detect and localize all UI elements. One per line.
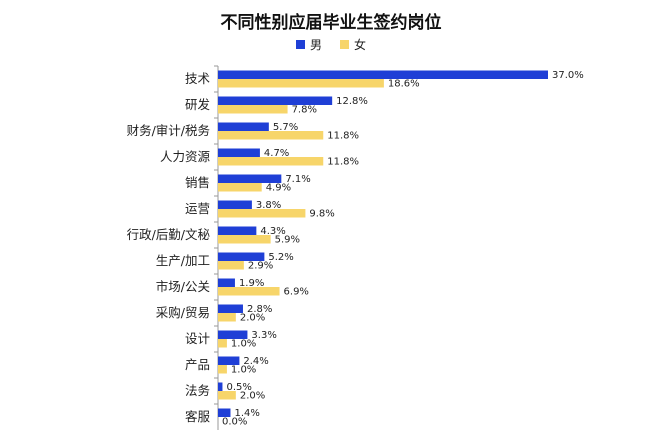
category-label: 财务/审计/税务 (127, 123, 210, 138)
category-label: 研发 (185, 97, 211, 112)
bar-female (218, 365, 227, 374)
category-label: 市场/公关 (156, 279, 210, 294)
bar-male (218, 278, 235, 287)
chart-title: 不同性别应届毕业生签约岗位 (220, 13, 442, 33)
data-label: 1.0% (231, 339, 256, 350)
bar-male (218, 174, 282, 183)
category-label: 采购/贸易 (156, 305, 210, 320)
bar-male (218, 356, 240, 365)
legend-item-male: 男 (295, 36, 322, 53)
bar-female (218, 391, 236, 400)
data-label: 3.3% (251, 330, 276, 341)
category-label: 法务 (185, 383, 210, 398)
bar-female (218, 79, 384, 88)
data-label: 6.9% (284, 287, 309, 298)
data-label: 3.8% (256, 200, 281, 211)
legend-swatch-female (340, 40, 349, 49)
data-label: 5.9% (275, 235, 300, 246)
data-label: 1.9% (239, 278, 264, 289)
category-label: 运营 (185, 201, 210, 216)
data-label: 1.4% (234, 408, 259, 419)
bar-male (218, 148, 260, 157)
data-label: 1.0% (231, 365, 256, 376)
data-label: 4.9% (266, 183, 291, 194)
category-label: 生产/加工 (156, 253, 210, 268)
data-label: 7.1% (285, 174, 310, 185)
data-label: 18.6% (388, 79, 420, 90)
legend-swatch-male (295, 40, 305, 49)
data-label: 11.8% (327, 131, 359, 142)
bar-female (218, 209, 306, 218)
data-label: 2.8% (247, 304, 272, 315)
bar-female (218, 105, 288, 114)
data-label: 11.8% (327, 157, 359, 168)
bar-female (218, 287, 280, 296)
bar-male (218, 226, 257, 235)
bar-female (218, 183, 262, 192)
category-label: 设计 (185, 331, 210, 346)
bar-female (218, 313, 236, 322)
data-label: 2.4% (243, 356, 268, 367)
bar-male (218, 70, 548, 79)
category-label: 销售 (185, 175, 210, 190)
bar-male (218, 96, 333, 105)
bar-female (218, 339, 227, 348)
bar-male (218, 408, 231, 417)
data-label: 4.7% (264, 148, 289, 159)
bar-female (218, 235, 271, 244)
bar-male (218, 122, 269, 131)
data-label: 37.0% (552, 70, 584, 81)
bar-female (218, 131, 324, 140)
data-label: 12.8% (336, 96, 368, 107)
data-label: 2.9% (248, 261, 273, 272)
chart-legend: 男 女 (0, 36, 662, 53)
data-label: 2.0% (240, 313, 265, 324)
data-label: 2.0% (240, 391, 265, 402)
category-label: 行政/后勤/文秘 (127, 227, 211, 242)
data-label: 7.8% (292, 105, 317, 116)
data-label: 5.2% (268, 252, 293, 263)
data-label: 4.3% (260, 226, 285, 237)
data-label: 0.0% (222, 417, 247, 428)
bar-male (218, 252, 265, 261)
bar-female (218, 261, 244, 270)
data-label: 9.8% (309, 209, 334, 220)
bar-female (218, 157, 324, 166)
bar-male (218, 330, 248, 339)
legend-label-male: 男 (309, 38, 322, 52)
bar-male (218, 382, 223, 391)
data-label: 0.5% (226, 382, 251, 393)
category-label: 客服 (185, 409, 211, 424)
data-label: 5.7% (273, 122, 298, 133)
category-label: 人力资源 (160, 149, 211, 164)
legend-item-female: 女 (340, 36, 366, 53)
category-label: 技术 (185, 71, 211, 86)
legend-label-female: 女 (354, 38, 367, 52)
bar-male (218, 304, 243, 313)
category-label: 产品 (185, 357, 210, 372)
bar-male (218, 200, 252, 209)
